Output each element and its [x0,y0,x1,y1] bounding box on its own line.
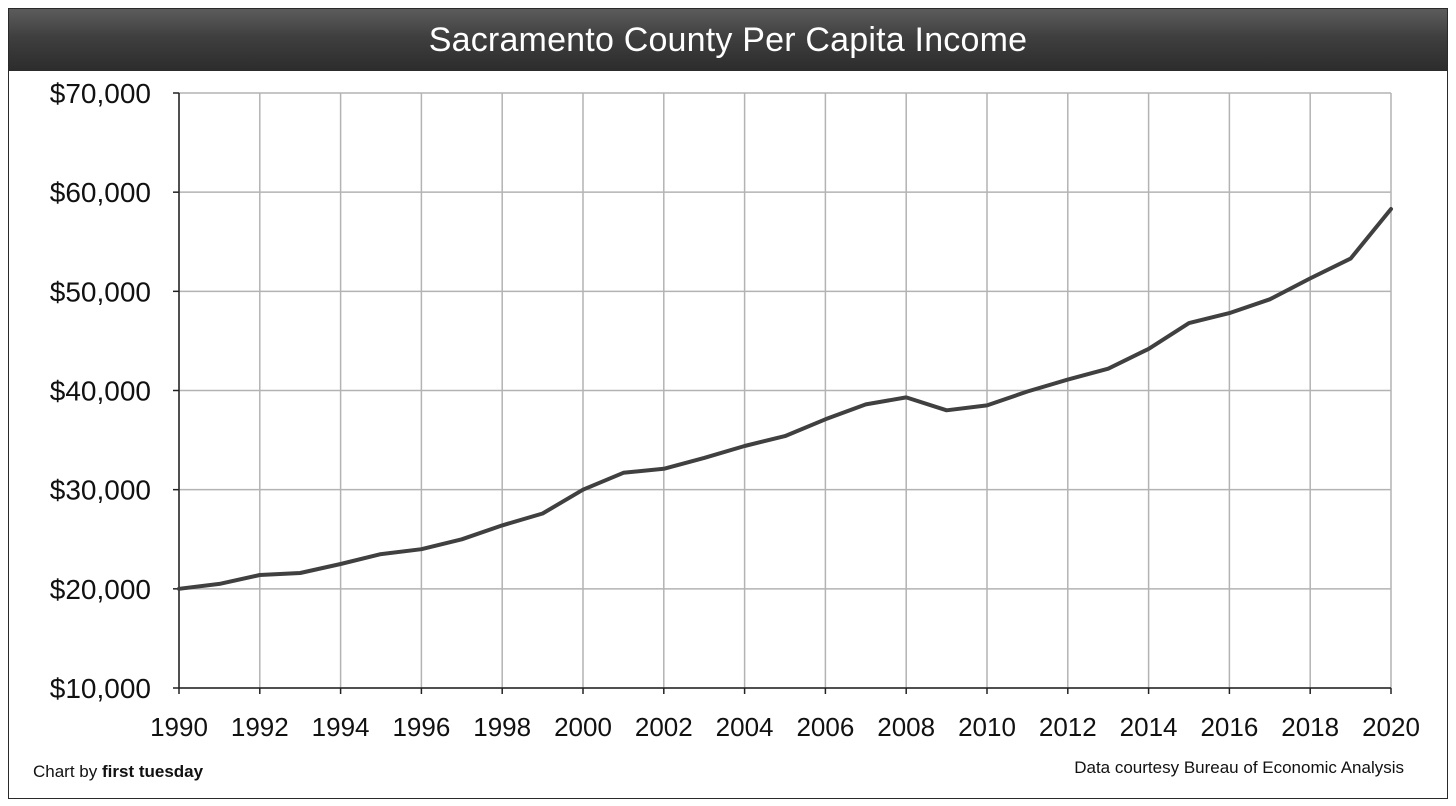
x-tick-label: 2004 [716,712,774,742]
x-tick-label: 2012 [1039,712,1097,742]
chart-credit-name: first tuesday [101,762,204,781]
chart-frame: Sacramento County Per Capita Income [8,8,1448,799]
y-tick-label: $30,000 [50,475,151,506]
chart-credit: Chart by first tuesday [33,762,203,782]
x-tick-label: 1990 [150,712,208,742]
x-tick-label: 2018 [1281,712,1339,742]
x-tick-label: 2016 [1200,712,1258,742]
chart-credit-prefix: Chart by [33,762,102,781]
series [177,207,1393,591]
y-tick-label: $50,000 [50,276,151,307]
x-tick-label: 2008 [877,712,935,742]
y-tick-label: $10,000 [50,673,151,704]
x-tick-label: 2002 [635,712,693,742]
y-tick-label: $40,000 [50,376,151,407]
x-tick-label: 1994 [312,712,370,742]
x-tick-label: 2010 [958,712,1016,742]
x-tick-label: 2020 [1362,712,1420,742]
title-bar: Sacramento County Per Capita Income [9,9,1447,71]
y-tick-label: $20,000 [50,574,151,605]
axes [173,92,1392,694]
series-line [177,207,1393,591]
x-tick-label: 1992 [231,712,289,742]
y-tick-label: $70,000 [50,78,151,109]
x-tick-label: 1996 [392,712,450,742]
grid [178,92,1392,689]
chart-title: Sacramento County Per Capita Income [428,20,1028,59]
x-tick-label: 2014 [1120,712,1178,742]
data-source-credit: Data courtesy Bureau of Economic Analysi… [1074,758,1404,777]
x-tick-label: 1998 [473,712,531,742]
x-tick-label: 2000 [554,712,612,742]
x-tick-label: 2006 [796,712,854,742]
tick-labels: 1990 1992 1994 1996 1998 2000 2002 2004 2006 2008… [50,78,1420,742]
y-tick-label: $60,000 [50,177,151,208]
